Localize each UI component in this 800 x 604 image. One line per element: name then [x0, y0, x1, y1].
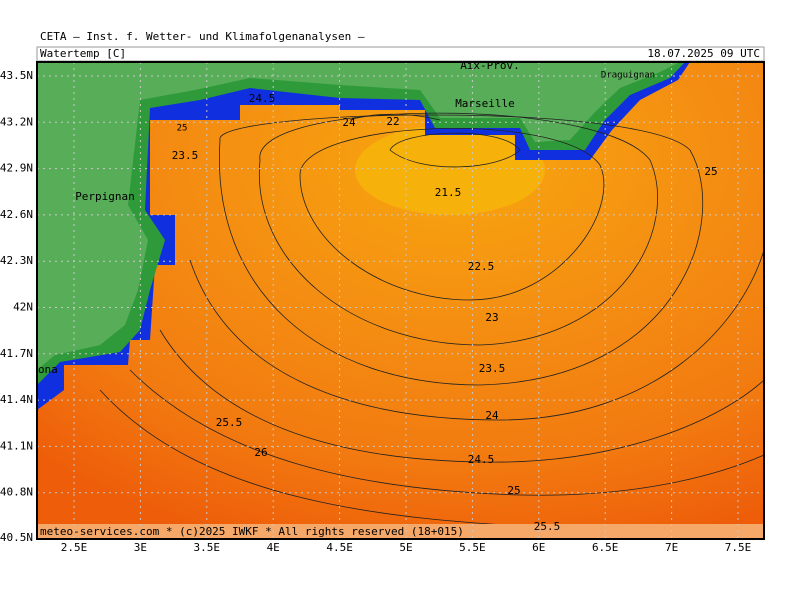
latitude-label: 42N — [13, 301, 33, 314]
isotherm — [389, 132, 521, 168]
contour-label: 25.5 — [534, 520, 561, 533]
contour-label: 23 — [485, 311, 498, 324]
contour-label: 22.5 — [468, 260, 495, 273]
latitude-label: 41.1N — [0, 439, 33, 452]
latitude-label: 42.6N — [0, 208, 33, 221]
place-label: Perpignan — [75, 190, 135, 203]
latitude-label: 41.7N — [0, 347, 33, 360]
contour-label: 23.5 — [479, 362, 506, 375]
contour-label: 24 — [485, 409, 499, 422]
land — [37, 62, 680, 370]
latitude-label: 43.5N — [0, 69, 33, 82]
contour-label: 21.5 — [435, 186, 462, 199]
contour-label: 24.5 — [468, 453, 495, 466]
latitude-label: 42.9N — [0, 162, 33, 175]
isotherm — [189, 249, 764, 421]
isotherm — [99, 389, 561, 529]
map-area: Aix-Prov. Marseille Draguignan Perpignan Bar… — [0, 59, 764, 539]
longitude-label: 2.5E — [61, 541, 88, 554]
valid-time: 18.07.2025 09 UTC — [647, 47, 760, 60]
isotherm — [349, 113, 441, 121]
map-frame — [36, 61, 765, 540]
grid — [37, 62, 764, 539]
latitude-label: 43.2N — [0, 115, 33, 128]
longitude-label: 7E — [665, 541, 678, 554]
longitude-label: 6E — [532, 541, 545, 554]
longitude-label: 7.5E — [725, 541, 752, 554]
contour-label: 25.5 — [216, 416, 243, 429]
coastal-band — [37, 62, 690, 410]
contour-label: 23.5 — [172, 149, 199, 162]
latitude-label: 41.4N — [0, 393, 33, 406]
isotherm — [159, 329, 764, 463]
contour-label: 25 — [507, 484, 520, 497]
isotherm — [299, 128, 605, 301]
contour-label: 25 — [704, 165, 717, 178]
longitude-label: 6.5E — [592, 541, 619, 554]
contour-label: 26 — [254, 446, 267, 459]
longitude-label: 4.5E — [326, 541, 353, 554]
longitude-label: 5.5E — [459, 541, 486, 554]
footer-text: meteo-services.com * (c)2025 IWKF * All … — [40, 525, 464, 538]
place-label: Draguignan — [601, 71, 655, 81]
isotherm — [129, 369, 764, 496]
isotherm — [258, 112, 658, 346]
place-label: Aix-Prov. — [460, 59, 520, 72]
longitude-label: 4E — [267, 541, 280, 554]
latitude-label: 40.8N — [0, 486, 33, 499]
contour-label: 24 — [342, 116, 356, 129]
latitude-label: 40.5N — [0, 531, 33, 544]
header-title: CETA — Inst. f. Wetter- und Klimafolgena… — [40, 30, 365, 43]
place-label: Marseille — [455, 97, 515, 110]
parameter-label: Watertemp [C] — [40, 47, 126, 60]
longitude-label: 3E — [134, 541, 147, 554]
place-label: Barcelona — [0, 363, 58, 376]
latitude-label: 42.3N — [0, 254, 33, 267]
longitude-label: 5E — [399, 541, 412, 554]
contour-label: 22 — [386, 115, 399, 128]
contour-label: 25 — [177, 124, 188, 134]
longitude-label: 3.5E — [194, 541, 221, 554]
contour-label: 24.5 — [249, 92, 276, 105]
cool-zone — [355, 125, 545, 215]
footer-band — [37, 524, 764, 538]
